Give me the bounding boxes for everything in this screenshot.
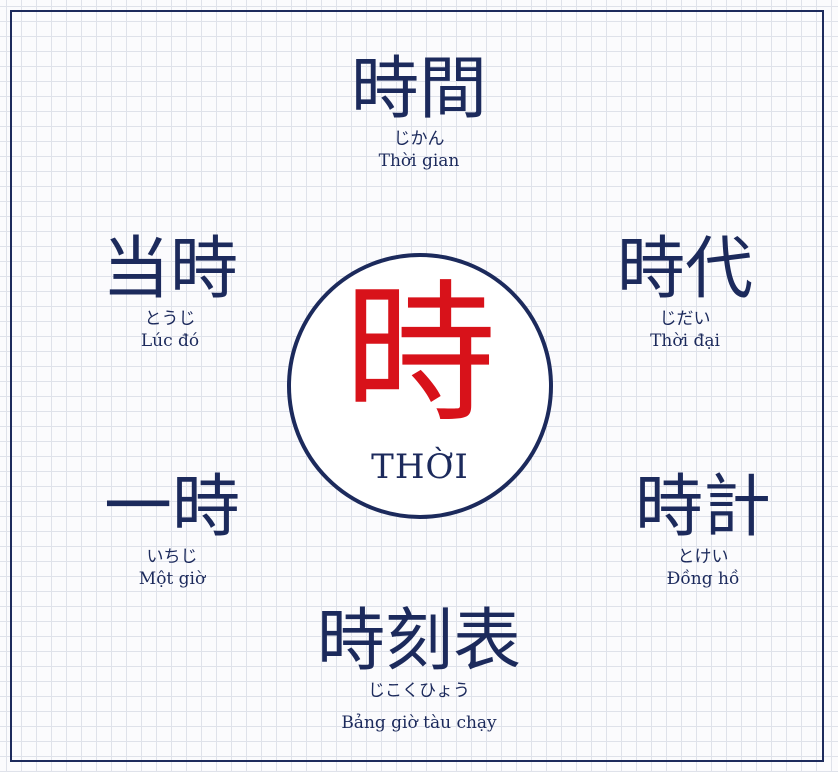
word-kanji: 時代	[616, 230, 753, 309]
center-reading: THỜI	[371, 447, 469, 487]
center-kanji: 時	[344, 266, 496, 443]
word-kana: とけい	[677, 547, 729, 567]
word-meaning: Đồng hồ	[666, 569, 740, 589]
word-meaning: Thời gian	[378, 151, 460, 171]
word-kanji: 時刻表	[316, 602, 521, 681]
word-meaning: Một giờ	[138, 569, 206, 589]
word-meaning: Bảng giờ tàu chạy	[341, 713, 497, 733]
word-ichiji: 一時 いちじ Một giờ	[72, 470, 272, 590]
word-kana: いちじ	[146, 547, 198, 567]
word-kanji: 一時	[103, 468, 240, 547]
word-jikokuhyou: 時刻表 じこくひょう Bảng giờ tàu chạy	[294, 604, 544, 734]
word-kana: じかん	[393, 129, 445, 149]
center-circle: 時 THỜI	[287, 253, 553, 519]
word-jikan: 時間 じかん Thời gian	[319, 52, 519, 172]
word-kana: とうじ	[144, 309, 196, 329]
word-kana: じこくひょう	[368, 681, 470, 701]
word-kana: じだい	[659, 309, 711, 329]
word-kanji: 時間	[350, 50, 487, 129]
word-kanji: 時計	[634, 468, 771, 547]
outer-frame	[10, 10, 824, 762]
word-kanji: 当時	[101, 230, 238, 309]
word-tokei: 時計 とけい Đồng hồ	[603, 470, 803, 590]
word-jidai: 時代 じだい Thời đại	[585, 232, 785, 352]
word-touji: 当時 とうじ Lúc đó	[70, 232, 270, 352]
word-meaning: Thời đại	[650, 331, 720, 351]
word-meaning: Lúc đó	[140, 331, 200, 351]
